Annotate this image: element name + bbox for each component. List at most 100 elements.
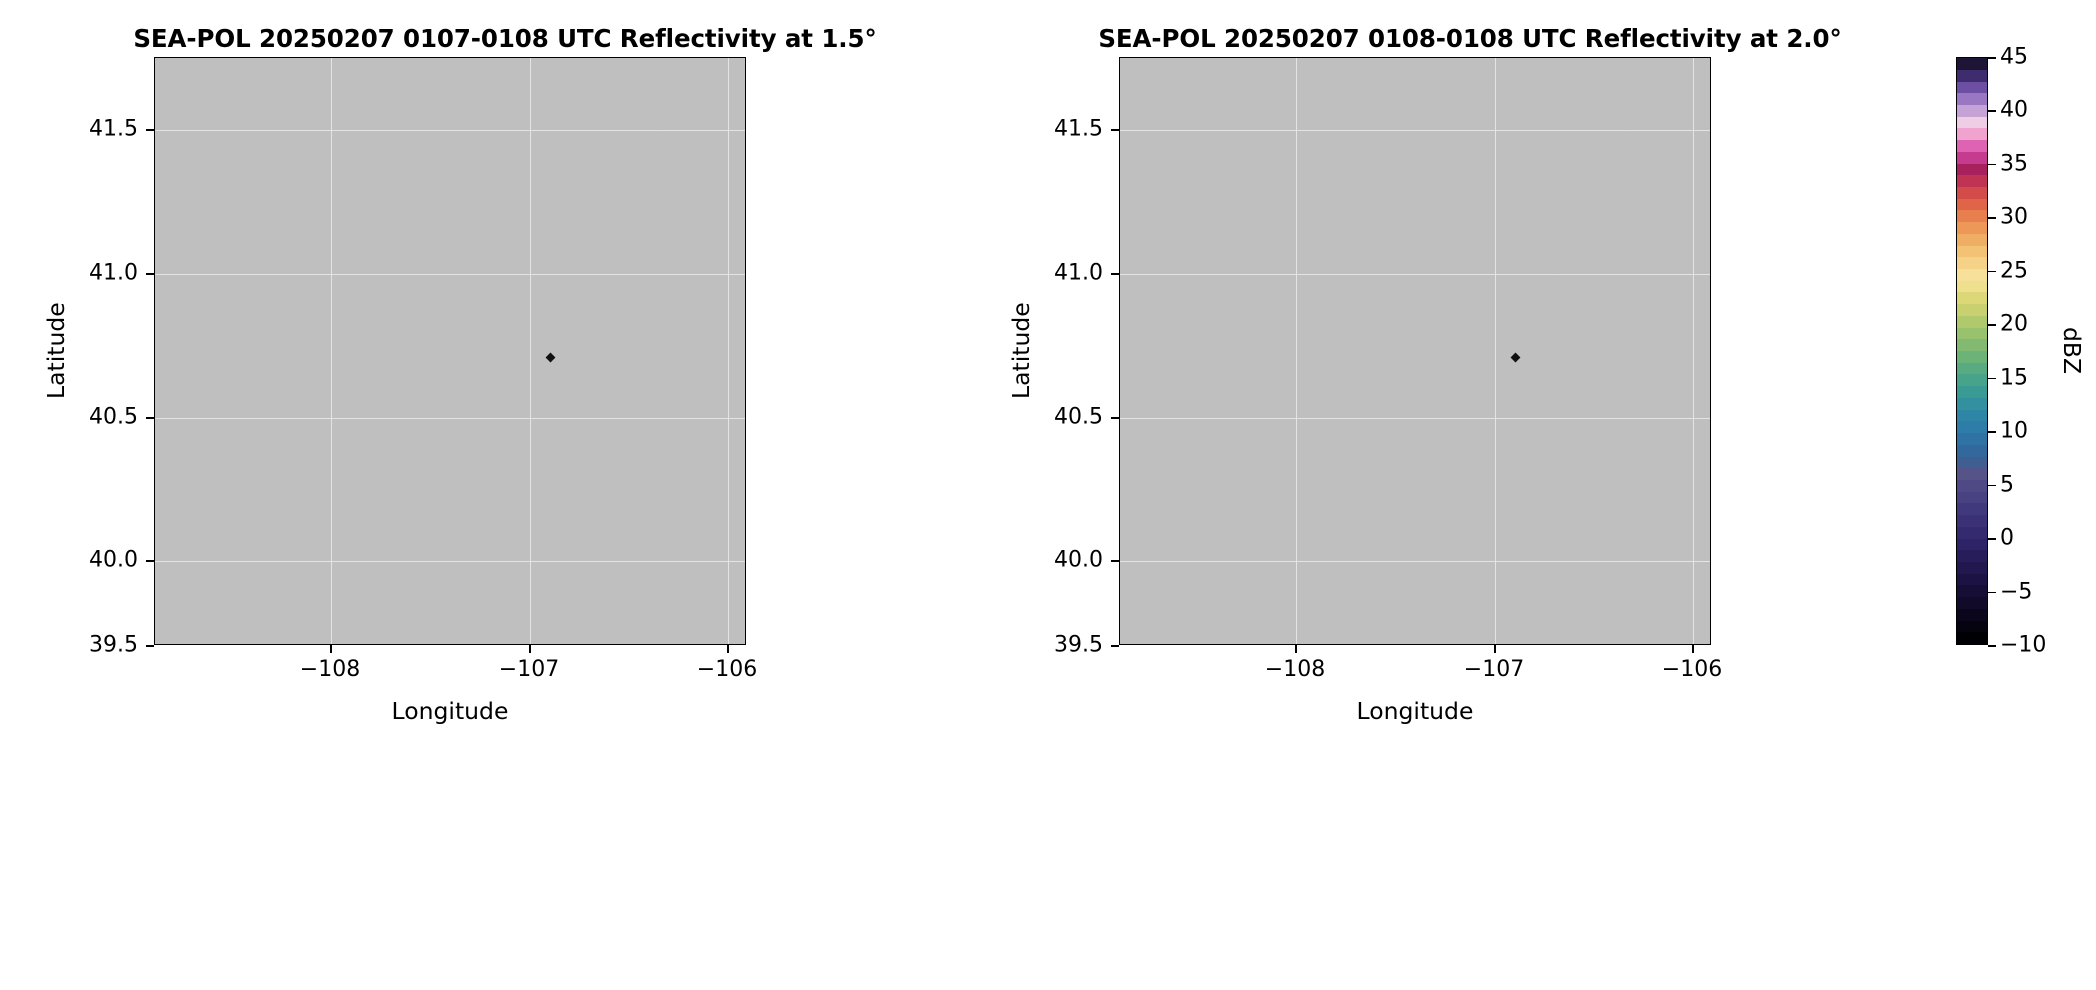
gridline-y-41p5 xyxy=(155,130,745,132)
colorbar-tick xyxy=(1988,538,1996,540)
xticklabel-2: −106 xyxy=(1661,657,1723,682)
colorbar-segment xyxy=(1957,421,1987,434)
colorbar-segment xyxy=(1957,597,1987,609)
gridline-y-41p0 xyxy=(155,274,745,276)
xticklabel-1: −107 xyxy=(498,657,560,682)
panel-right-plot-area xyxy=(1119,57,1711,645)
yticklabel-4: 39.5 xyxy=(89,632,138,658)
colorbar-segment xyxy=(1957,233,1987,246)
colorbar-segment xyxy=(1957,257,1987,269)
yticklabel-1: 41.0 xyxy=(1054,260,1103,286)
xtick-1 xyxy=(529,645,531,653)
colorbar-ticklabel: 5 xyxy=(2000,472,2014,498)
xticklabel-1: −107 xyxy=(1463,657,1525,682)
colorbar-tick xyxy=(1988,217,1996,219)
colorbar-gradient xyxy=(1956,57,1988,645)
colorbar-segment xyxy=(1957,81,1987,94)
gridline-x-minus107 xyxy=(1495,58,1497,644)
xticklabel-0: −108 xyxy=(299,657,361,682)
colorbar-ticklabel: 35 xyxy=(2000,151,2028,177)
colorbar-segment xyxy=(1957,104,1987,117)
colorbar-segment xyxy=(1957,561,1987,574)
yticklabel-4: 39.5 xyxy=(1054,632,1103,658)
colorbar-segment xyxy=(1957,491,1987,504)
colorbar-segment xyxy=(1957,479,1987,492)
yticklabel-1: 41.0 xyxy=(89,260,138,286)
colorbar-segment xyxy=(1957,620,1987,633)
gridline-y-41p0 xyxy=(1120,274,1710,276)
colorbar-tick xyxy=(1988,484,1996,487)
ytick-2 xyxy=(1111,417,1119,419)
colorbar-segment xyxy=(1957,315,1987,328)
gridline-x-minus108 xyxy=(1296,58,1298,644)
ytick-3 xyxy=(1111,560,1119,562)
colorbar-segment xyxy=(1957,245,1987,258)
colorbar-segment xyxy=(1957,538,1987,551)
colorbar-segment xyxy=(1957,468,1987,480)
colorbar-segment xyxy=(1957,503,1987,516)
colorbar-segment xyxy=(1957,433,1987,445)
colorbar-segment xyxy=(1957,397,1987,410)
ytick-1 xyxy=(146,273,154,275)
yticklabel-3: 40.0 xyxy=(89,547,138,573)
gridline-y-40p5 xyxy=(155,418,745,420)
colorbar-segment xyxy=(1957,69,1987,82)
colorbar-ticklabel: 15 xyxy=(2000,365,2028,391)
yticklabel-2: 40.5 xyxy=(1054,404,1103,430)
xticklabel-2: −106 xyxy=(696,657,758,682)
gridline-x-minus107 xyxy=(530,58,532,644)
xtick-0 xyxy=(330,645,332,653)
colorbar-tick xyxy=(1988,270,1996,273)
colorbar-tick xyxy=(1988,57,1996,59)
colorbar-segment xyxy=(1957,269,1987,281)
colorbar-segment xyxy=(1957,210,1987,223)
colorbar-segment xyxy=(1957,632,1987,644)
colorbar-tick xyxy=(1988,431,1996,433)
colorbar-segment xyxy=(1957,222,1987,234)
yticklabel-0: 41.5 xyxy=(1054,116,1103,142)
colorbar-segment xyxy=(1957,362,1987,375)
yticklabel-2: 40.5 xyxy=(89,404,138,430)
colorbar-segment xyxy=(1957,526,1987,539)
gridline-x-minus108 xyxy=(331,58,333,644)
colorbar-segment xyxy=(1957,608,1987,621)
panel-right: SEA-POL 20250207 0108-0108 UTC Reflectiv… xyxy=(965,0,1975,990)
colorbar-segment xyxy=(1957,151,1987,164)
colorbar-segment xyxy=(1957,339,1987,352)
colorbar-ticklabel: 30 xyxy=(2000,204,2028,230)
ytick-1 xyxy=(1111,273,1119,275)
colorbar-ticklabel: 40 xyxy=(2000,97,2028,123)
colorbar-ticklabel: 20 xyxy=(2000,311,2028,337)
colorbar-tick xyxy=(1988,324,1996,326)
yticklabel-0: 41.5 xyxy=(89,116,138,142)
colorbar-segment xyxy=(1957,456,1987,469)
xtick-1 xyxy=(1494,645,1496,653)
ytick-4 xyxy=(146,645,154,647)
colorbar-segment xyxy=(1957,128,1987,141)
colorbar-tick xyxy=(1988,377,1996,380)
panel-left: SEA-POL 20250207 0107-0108 UTC Reflectiv… xyxy=(0,0,1010,990)
xticklabel-0: −108 xyxy=(1264,657,1326,682)
panel-right-title: SEA-POL 20250207 0108-0108 UTC Reflectiv… xyxy=(1098,24,1842,53)
colorbar-segment xyxy=(1957,116,1987,129)
colorbar-segment xyxy=(1957,186,1987,199)
colorbar-segment xyxy=(1957,198,1987,211)
panel-left-ylabel: Latitude xyxy=(42,302,70,400)
colorbar-ticklabel: 45 xyxy=(2000,44,2028,70)
colorbar-segment xyxy=(1957,327,1987,340)
colorbar-ticklabel: 25 xyxy=(2000,258,2028,284)
colorbar-tick xyxy=(1988,110,1996,112)
colorbar-tick xyxy=(1988,645,1996,647)
colorbar-segment xyxy=(1957,163,1987,176)
colorbar-segment xyxy=(1957,351,1987,363)
xtick-2 xyxy=(727,645,729,653)
ytick-4 xyxy=(1111,645,1119,647)
colorbar-ticklabel: −10 xyxy=(2000,632,2047,658)
panel-left-xlabel: Longitude xyxy=(391,697,509,725)
colorbar-segment xyxy=(1957,280,1987,293)
colorbar-segment xyxy=(1957,550,1987,562)
colorbar-ticklabel: 0 xyxy=(2000,525,2014,551)
colorbar-segment xyxy=(1957,585,1987,598)
colorbar-label: dBZ xyxy=(2058,327,2086,375)
xtick-2 xyxy=(1692,645,1694,653)
